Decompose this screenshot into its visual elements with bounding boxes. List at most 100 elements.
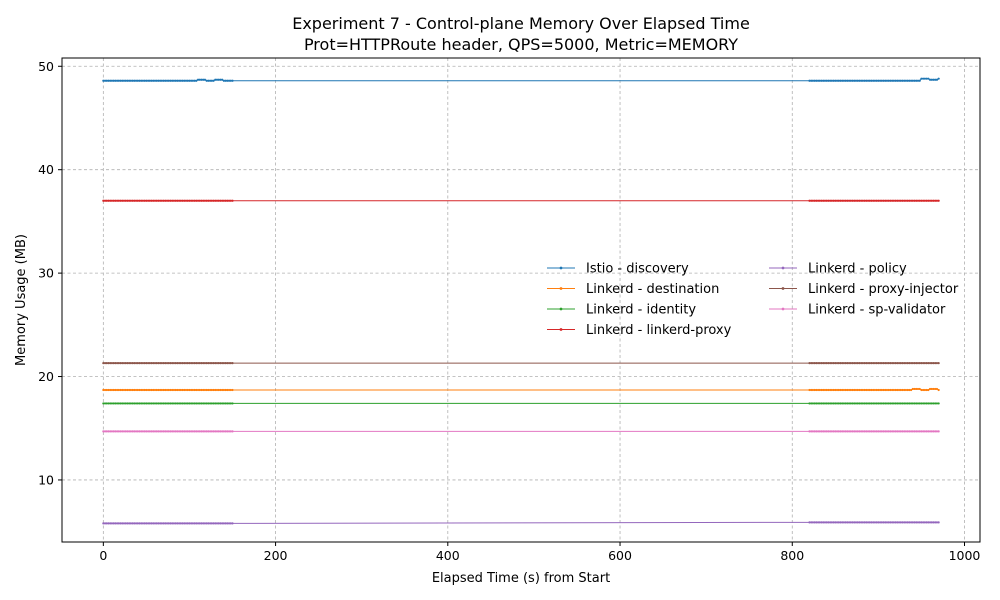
data-point bbox=[196, 78, 200, 81]
data-point bbox=[848, 521, 851, 524]
data-point bbox=[129, 79, 132, 82]
data-point bbox=[116, 388, 119, 392]
data-point bbox=[884, 521, 887, 524]
data-point bbox=[875, 402, 878, 405]
data-point bbox=[188, 79, 191, 82]
data-point bbox=[176, 402, 179, 405]
data-point bbox=[820, 199, 823, 202]
data-point bbox=[200, 78, 203, 81]
data-point bbox=[858, 521, 861, 524]
data-point bbox=[178, 79, 181, 82]
data-point bbox=[222, 361, 225, 365]
data-point bbox=[116, 430, 119, 433]
data-point bbox=[925, 402, 928, 405]
data-point bbox=[884, 402, 887, 405]
data-point bbox=[861, 361, 864, 365]
data-point bbox=[880, 521, 883, 524]
data-point bbox=[183, 402, 186, 405]
data-point bbox=[906, 388, 909, 392]
data-point bbox=[891, 361, 894, 365]
data-point bbox=[899, 199, 902, 202]
data-point bbox=[896, 388, 899, 392]
data-point bbox=[815, 79, 818, 82]
data-point bbox=[860, 521, 863, 524]
data-point bbox=[196, 402, 200, 405]
x-tick-label: 800 bbox=[780, 548, 804, 563]
data-point bbox=[884, 199, 887, 202]
data-point bbox=[102, 79, 105, 82]
data-point bbox=[109, 361, 112, 365]
data-point bbox=[119, 522, 122, 525]
data-point bbox=[198, 402, 201, 405]
data-point bbox=[879, 402, 882, 405]
data-point bbox=[188, 430, 191, 433]
data-point bbox=[186, 361, 189, 365]
data-point bbox=[827, 361, 830, 365]
data-point bbox=[925, 521, 928, 524]
data-point bbox=[808, 199, 811, 202]
data-point bbox=[913, 199, 916, 202]
data-point bbox=[140, 79, 143, 82]
data-point bbox=[179, 430, 182, 433]
data-point bbox=[107, 79, 110, 82]
data-point bbox=[117, 522, 120, 525]
data-point bbox=[128, 361, 131, 365]
data-point bbox=[171, 361, 174, 365]
data-point bbox=[901, 388, 904, 392]
data-point bbox=[922, 77, 925, 80]
data-point bbox=[923, 361, 926, 365]
data-point bbox=[107, 430, 110, 433]
data-point bbox=[916, 430, 920, 433]
data-point bbox=[923, 430, 926, 433]
data-point bbox=[880, 199, 883, 202]
data-point bbox=[195, 79, 198, 82]
data-point bbox=[193, 361, 196, 365]
y-tick-label: 30 bbox=[38, 266, 54, 281]
data-point bbox=[870, 388, 873, 392]
data-point bbox=[930, 521, 933, 524]
data-point bbox=[827, 521, 830, 524]
data-point bbox=[810, 361, 813, 365]
data-point bbox=[901, 521, 904, 524]
data-point bbox=[834, 430, 837, 433]
data-point bbox=[813, 361, 816, 365]
data-point bbox=[129, 361, 132, 365]
data-point bbox=[124, 522, 127, 525]
data-point bbox=[915, 79, 918, 82]
data-point bbox=[150, 522, 153, 525]
data-point bbox=[215, 361, 219, 365]
data-point bbox=[200, 402, 203, 405]
x-tick-label: 400 bbox=[436, 548, 460, 563]
data-point bbox=[930, 78, 933, 81]
data-point bbox=[202, 361, 205, 365]
data-point bbox=[830, 361, 833, 365]
data-point bbox=[910, 361, 913, 365]
data-point bbox=[910, 521, 913, 524]
data-point bbox=[128, 522, 131, 525]
data-point bbox=[129, 199, 132, 202]
data-point bbox=[205, 361, 208, 365]
data-point bbox=[207, 79, 210, 82]
data-point bbox=[102, 430, 105, 433]
data-point bbox=[861, 521, 864, 524]
data-point bbox=[152, 388, 155, 392]
data-point bbox=[221, 522, 224, 525]
data-point bbox=[937, 77, 940, 80]
data-point bbox=[915, 430, 918, 433]
data-point bbox=[183, 430, 186, 433]
data-point bbox=[222, 402, 225, 405]
data-point bbox=[153, 402, 157, 405]
data-point bbox=[188, 361, 191, 365]
data-point bbox=[844, 388, 847, 392]
data-point bbox=[904, 430, 908, 433]
data-point bbox=[164, 402, 167, 405]
data-point bbox=[873, 79, 877, 82]
data-point bbox=[210, 79, 213, 82]
data-point bbox=[839, 388, 842, 392]
data-point bbox=[126, 79, 129, 82]
data-point bbox=[887, 521, 890, 524]
data-point bbox=[155, 522, 158, 525]
data-point bbox=[830, 79, 833, 82]
data-point bbox=[112, 199, 115, 202]
data-point bbox=[167, 388, 170, 392]
